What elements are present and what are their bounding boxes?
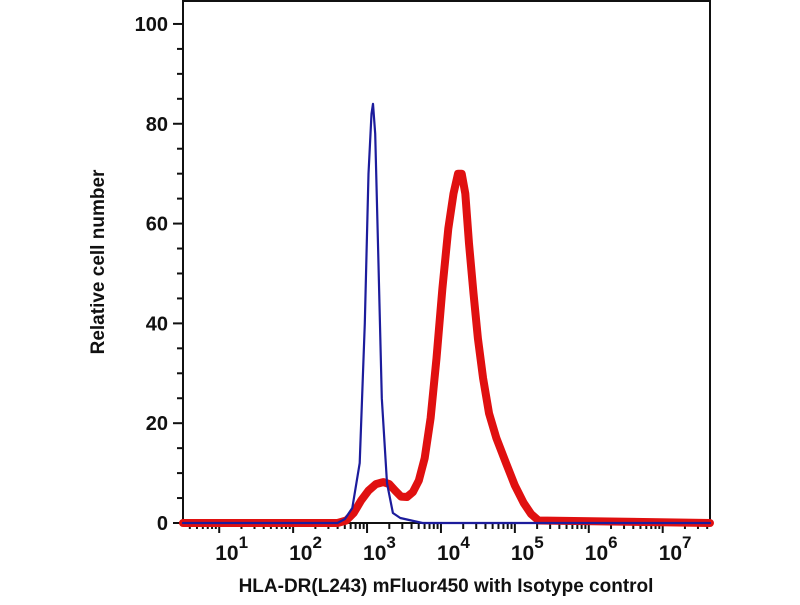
- x-tick-exponent: 6: [608, 533, 617, 552]
- x-tick-exponent: 4: [460, 533, 470, 552]
- x-axis-label: HLA-DR(L243) mFluor450 with Isotype cont…: [239, 576, 654, 597]
- y-tick-label: 100: [135, 14, 168, 36]
- x-tick-label: 102: [289, 533, 322, 565]
- x-tick-label: 105: [511, 533, 544, 565]
- x-tick-exponent: 5: [534, 533, 543, 552]
- series-line-isotype: [181, 102, 712, 525]
- x-tick-exponent: 3: [386, 533, 395, 552]
- x-tick-exponent: 2: [312, 533, 321, 552]
- y-tick-label: 20: [146, 413, 168, 435]
- y-tick-label: 60: [146, 214, 168, 236]
- series-line-hla-dr: [179, 169, 714, 527]
- x-tick-exponent: 1: [239, 533, 248, 552]
- series-group: [179, 102, 714, 527]
- x-tick-label: 104: [437, 533, 470, 565]
- x-tick-exponent: 7: [682, 533, 691, 552]
- x-tick-label: 106: [585, 533, 618, 565]
- x-tick-label: 103: [363, 533, 396, 565]
- x-tick-label: 101: [215, 533, 248, 565]
- y-axis: 0 20 40 60 80 100: [135, 14, 183, 535]
- y-tick-label: 80: [146, 114, 168, 136]
- y-tick-label: 0: [157, 513, 168, 535]
- y-tick-label: 40: [146, 313, 168, 335]
- y-axis-label: Relative cell number: [88, 169, 109, 354]
- x-tick-label: 107: [659, 533, 692, 565]
- x-axis: 101 102 103 104 105 106 107: [188, 523, 709, 565]
